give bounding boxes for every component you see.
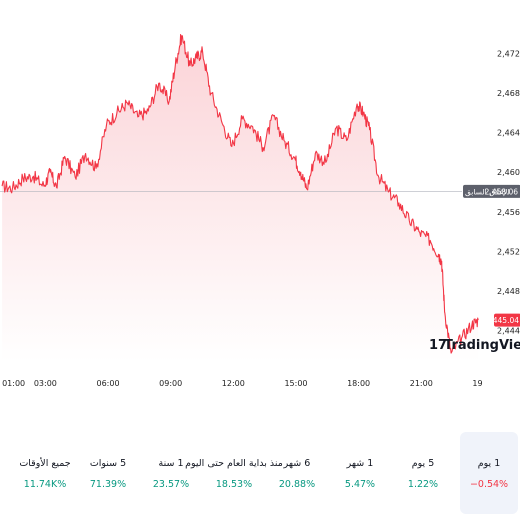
last-price-badge: 2,445.04 <box>486 313 520 327</box>
period-6[interactable]: 5 سنوات 71.39% <box>77 432 139 514</box>
period-1[interactable]: 5 يوم 1.22% <box>392 432 454 514</box>
y-tick-label: 2,460.00 <box>497 168 520 177</box>
price-area-fill <box>2 34 479 362</box>
tradingview-logo-text: TradingView <box>444 338 520 353</box>
y-tick-label: 2,452.00 <box>497 247 520 256</box>
y-tick-label: 2,444.00 <box>497 326 520 335</box>
period-7[interactable]: جميع الأوقات 11.74K% <box>14 432 76 514</box>
tradingview-logo-mark: 17 <box>429 338 447 353</box>
period-label: 5 سنوات <box>89 458 127 469</box>
x-tick-label: 18:00 <box>347 379 370 388</box>
period-change-value: 23.57% <box>152 479 190 490</box>
x-tick-label: 15:00 <box>284 379 307 388</box>
period-label: 1 يوم <box>477 458 501 469</box>
period-0[interactable]: 1 يوم −0.54% <box>460 432 518 514</box>
period-3[interactable]: 6 شهر 20.88% <box>266 432 328 514</box>
x-tick-label: 21:00 <box>410 379 433 388</box>
y-axis: 2,472.00 2,468.00 2,464.00 2,460.00 2,456.00… <box>497 50 520 336</box>
price-chart[interactable]: 2,472.00 2,468.00 2,464.00 2,460.00 2,456.00… <box>0 0 520 400</box>
period-2[interactable]: 1 شهر 5.47% <box>329 432 391 514</box>
period-change-value: 1.22% <box>407 479 439 490</box>
period-change-value: 5.47% <box>344 479 376 490</box>
period-label: 6 شهر <box>283 458 311 469</box>
period-label: 1 سنة <box>158 458 184 469</box>
previous-close-value: 2,458.06 <box>485 187 519 196</box>
period-4[interactable]: منذ بداية العام حتى اليوم 18.53% <box>185 432 283 514</box>
period-5[interactable]: 1 سنة 23.57% <box>140 432 202 514</box>
y-tick-label: 2,448.00 <box>497 287 520 296</box>
period-label: منذ بداية العام حتى اليوم <box>185 458 283 469</box>
period-change-value: 20.88% <box>278 479 316 490</box>
last-price-value: 2,445.04 <box>486 316 520 325</box>
performance-periods: 1 يوم −0.54% 5 يوم 1.22% 1 شهر 5.47% 6 شهر 20.8… <box>0 432 520 520</box>
period-label: جميع الأوقات <box>19 458 71 469</box>
tradingview-logo[interactable]: 17 TradingView <box>429 338 520 353</box>
x-axis: 01:00 03:00 06:00 09:00 12:00 15:00 18:00 21:00… <box>2 379 483 388</box>
x-tick-label: 01:00 <box>2 379 25 388</box>
period-change-value: 11.74K% <box>23 479 67 490</box>
x-tick-label: 06:00 <box>97 379 120 388</box>
x-tick-label: 12:00 <box>222 379 245 388</box>
period-label: 1 شهر <box>346 458 374 469</box>
x-tick-label: 03:00 <box>34 379 57 388</box>
period-change-value: −0.54% <box>469 479 509 490</box>
y-tick-label: 2,464.00 <box>497 129 520 138</box>
y-tick-label: 2,472.00 <box>497 50 520 59</box>
period-change-value: 71.39% <box>89 479 127 490</box>
x-tick-label: 19 <box>472 379 482 388</box>
period-change-value: 18.53% <box>215 479 253 490</box>
price-line <box>1 33 479 354</box>
y-tick-label: 2,456.00 <box>497 208 520 217</box>
previous-close-badge: الإغلاق السابق 2,458.06 <box>463 184 520 198</box>
x-tick-label: 09:00 <box>159 379 182 388</box>
previous-close-label: الإغلاق السابق <box>465 187 510 196</box>
y-tick-label: 2,468.00 <box>497 89 520 98</box>
period-label: 5 يوم <box>411 458 435 469</box>
